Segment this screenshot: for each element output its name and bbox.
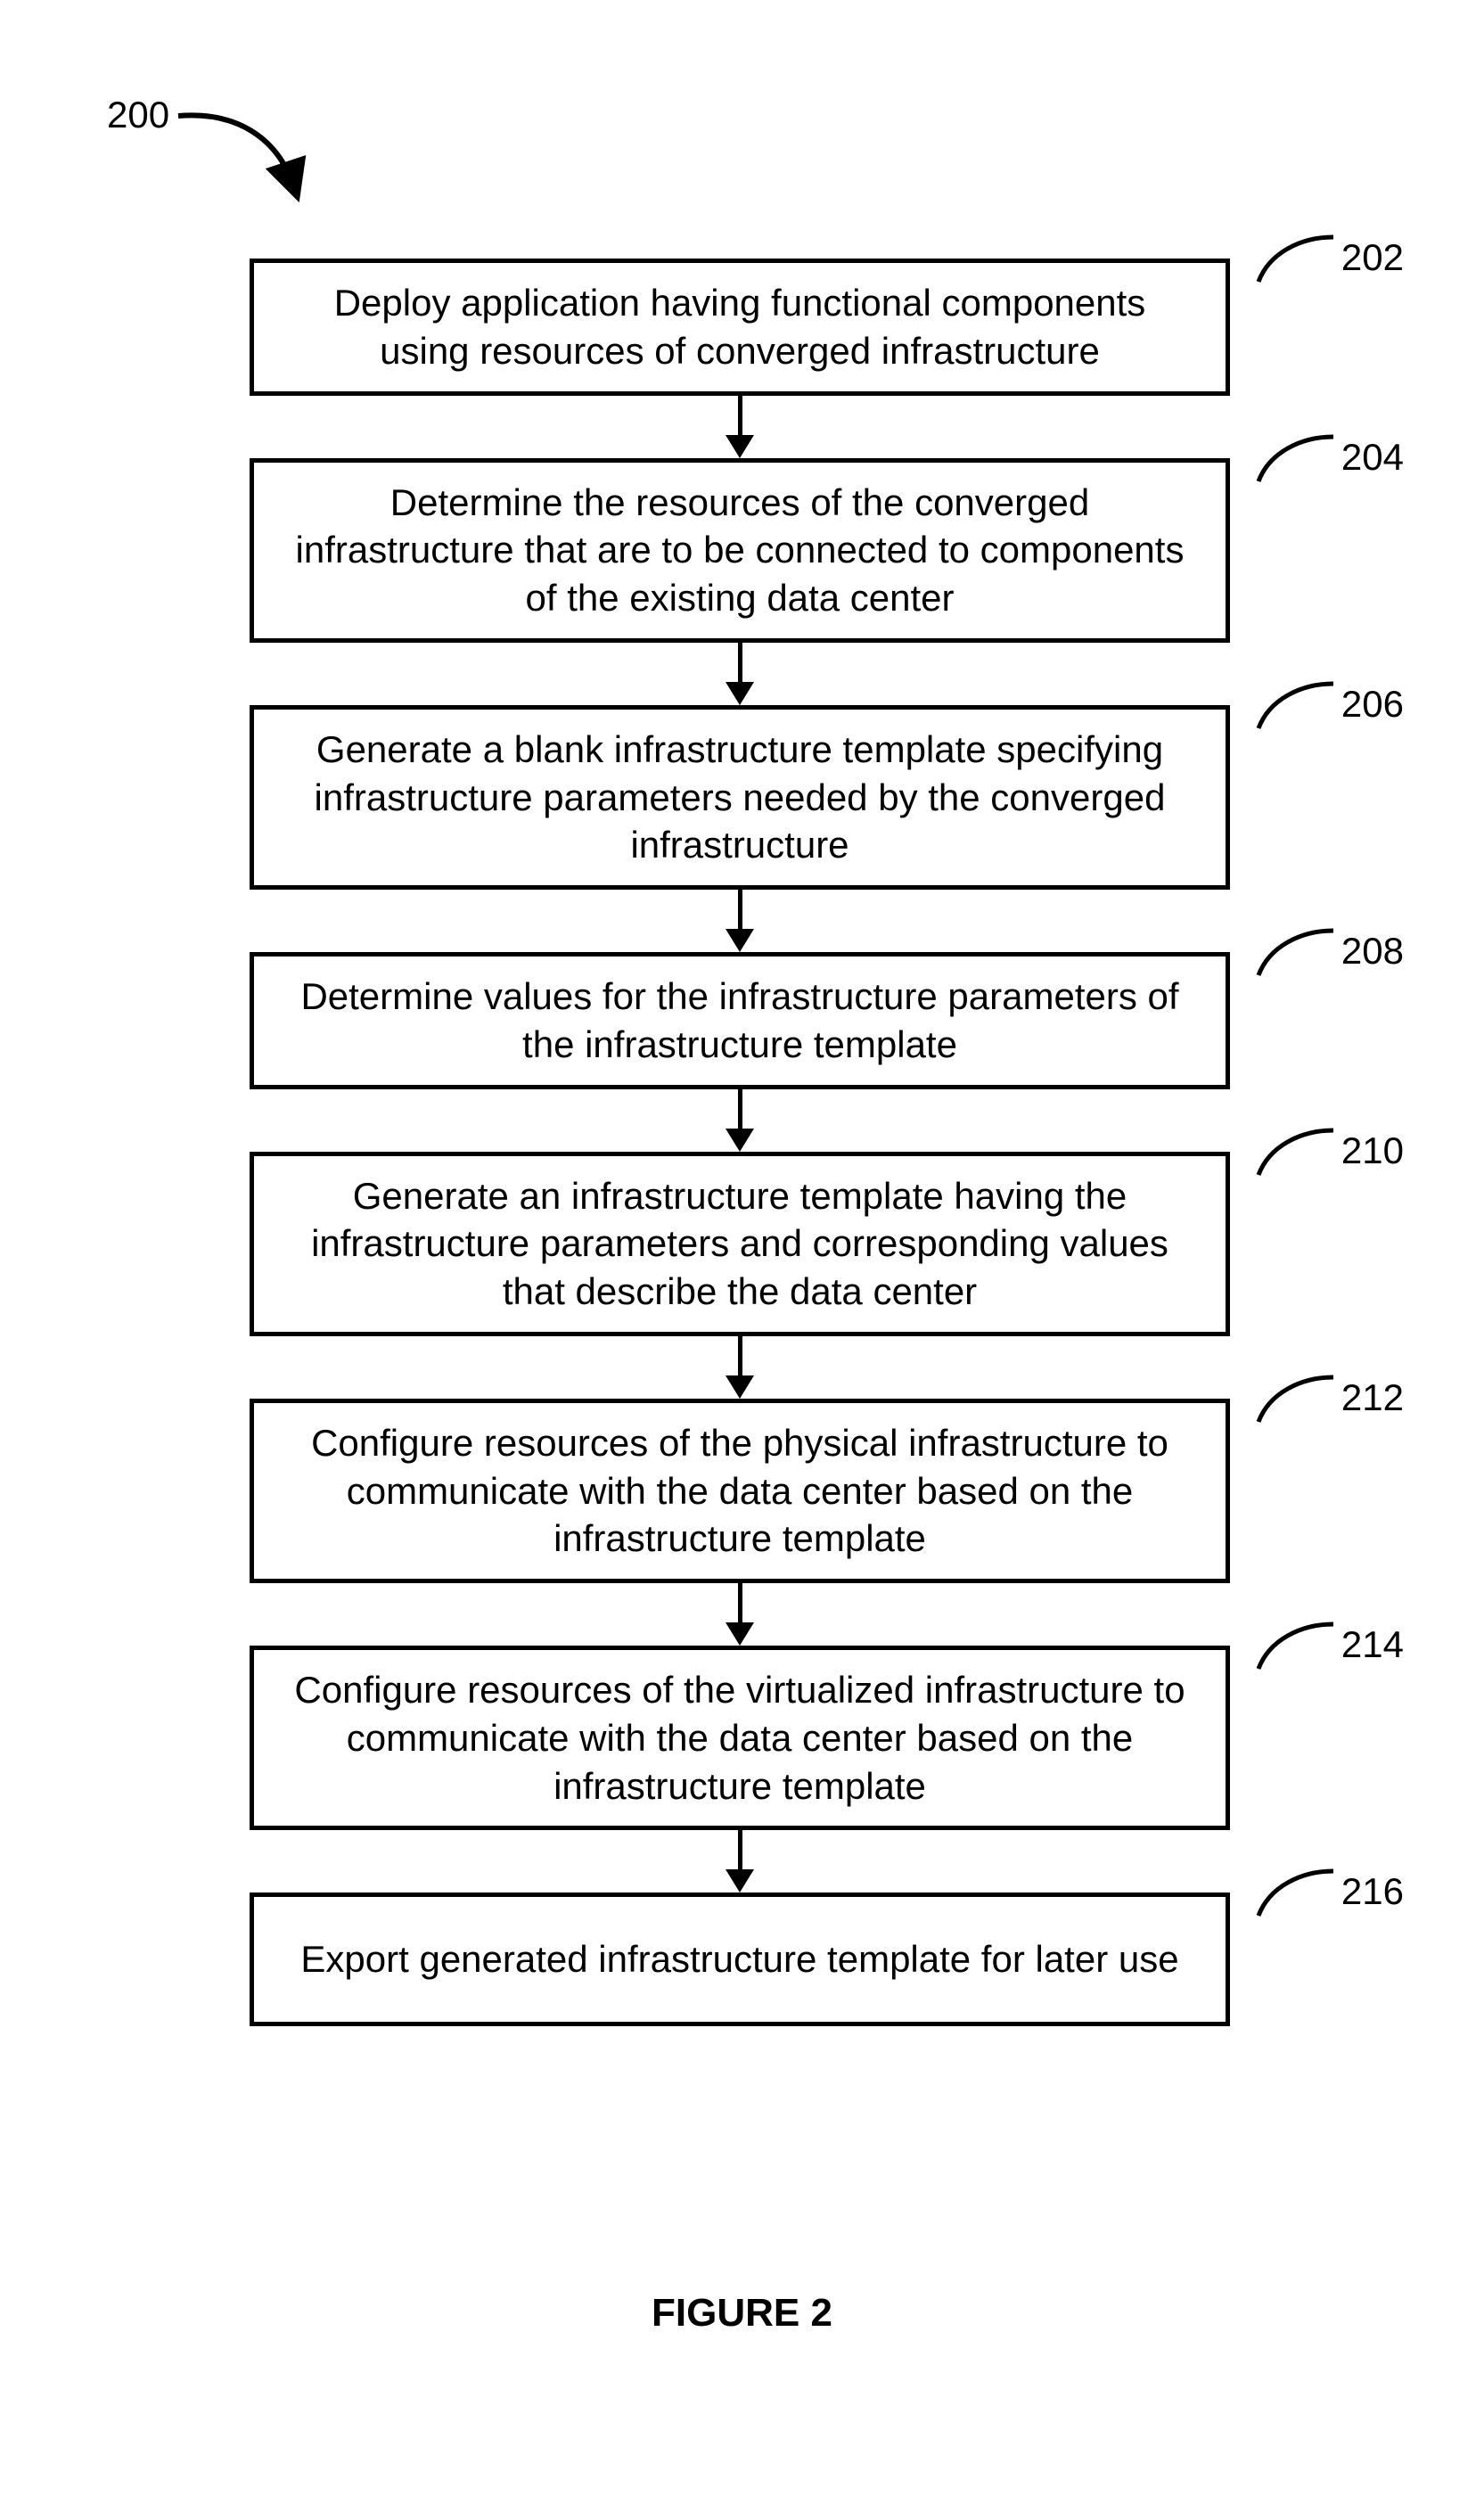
callout-label-210: 210 [1341, 1129, 1404, 1172]
flow-step-212: Configure resources of the physical infr… [214, 1399, 1266, 1583]
arrowhead-icon [726, 435, 754, 458]
arrowhead-icon [726, 929, 754, 952]
arrowhead-icon [726, 1375, 754, 1399]
flow-box-202: Deploy application having functional com… [250, 259, 1230, 396]
connector-212-to-214 [214, 1583, 1266, 1646]
callout-204: 204 [1251, 426, 1404, 489]
flow-step-214: Configure resources of the virtualized i… [214, 1646, 1266, 1830]
flow-step-204: Determine the resources of the converged… [214, 458, 1266, 643]
connector-line [738, 1089, 742, 1130]
callout-label-208: 208 [1341, 930, 1404, 973]
flow-step-202: Deploy application having functional com… [214, 259, 1266, 396]
flow-step-208: Determine values for the infrastructure … [214, 952, 1266, 1089]
connector-line [738, 1830, 742, 1871]
callout-curve-icon [1251, 1860, 1336, 1923]
flow-box-212: Configure resources of the physical infr… [250, 1399, 1230, 1583]
flow-box-208: Determine values for the infrastructure … [250, 952, 1230, 1089]
connector-204-to-206 [214, 643, 1266, 705]
flow-box-204: Determine the resources of the converged… [250, 458, 1230, 643]
connector-214-to-216 [214, 1830, 1266, 1893]
connector-line [738, 890, 742, 931]
flow-box-214: Configure resources of the virtualized i… [250, 1646, 1230, 1830]
callout-curve-icon [1251, 1367, 1336, 1429]
connector-line [738, 1583, 742, 1624]
flow-step-206: Generate a blank infrastructure template… [214, 705, 1266, 890]
callout-curve-icon [1251, 426, 1336, 489]
callout-label-206: 206 [1341, 683, 1404, 726]
callout-206: 206 [1251, 673, 1404, 735]
connector-line [738, 1336, 742, 1377]
callout-label-214: 214 [1341, 1623, 1404, 1666]
connector-line [738, 643, 742, 684]
flow-step-216: Export generated infrastructure template… [214, 1893, 1266, 2026]
connector-206-to-208 [214, 890, 1266, 952]
callout-214: 214 [1251, 1613, 1404, 1676]
connector-202-to-204 [214, 396, 1266, 458]
figure-reference-arrow [0, 0, 357, 267]
figure-caption: FIGURE 2 [0, 2291, 1484, 2336]
flowchart-container: Deploy application having functional com… [214, 259, 1266, 2026]
flow-step-210: Generate an infrastructure template havi… [214, 1152, 1266, 1336]
callout-curve-icon [1251, 1120, 1336, 1182]
arrowhead-icon [726, 1869, 754, 1893]
arrowhead-icon [726, 1129, 754, 1152]
callout-label-216: 216 [1341, 1870, 1404, 1913]
callout-label-204: 204 [1341, 436, 1404, 479]
callout-202: 202 [1251, 226, 1404, 289]
figure-reference-arrow-path [178, 115, 294, 187]
arrowhead-icon [726, 682, 754, 705]
callout-label-202: 202 [1341, 236, 1404, 279]
callout-label-212: 212 [1341, 1376, 1404, 1419]
callout-curve-icon [1251, 920, 1336, 982]
callout-216: 216 [1251, 1860, 1404, 1923]
callout-208: 208 [1251, 920, 1404, 982]
flow-box-210: Generate an infrastructure template havi… [250, 1152, 1230, 1336]
flow-box-216: Export generated infrastructure template… [250, 1893, 1230, 2026]
callout-curve-icon [1251, 673, 1336, 735]
connector-210-to-212 [214, 1336, 1266, 1399]
callout-212: 212 [1251, 1367, 1404, 1429]
callout-curve-icon [1251, 1613, 1336, 1676]
arrowhead-icon [726, 1622, 754, 1646]
connector-208-to-210 [214, 1089, 1266, 1152]
callout-210: 210 [1251, 1120, 1404, 1182]
connector-line [738, 396, 742, 437]
callout-curve-icon [1251, 226, 1336, 289]
flow-box-206: Generate a blank infrastructure template… [250, 705, 1230, 890]
